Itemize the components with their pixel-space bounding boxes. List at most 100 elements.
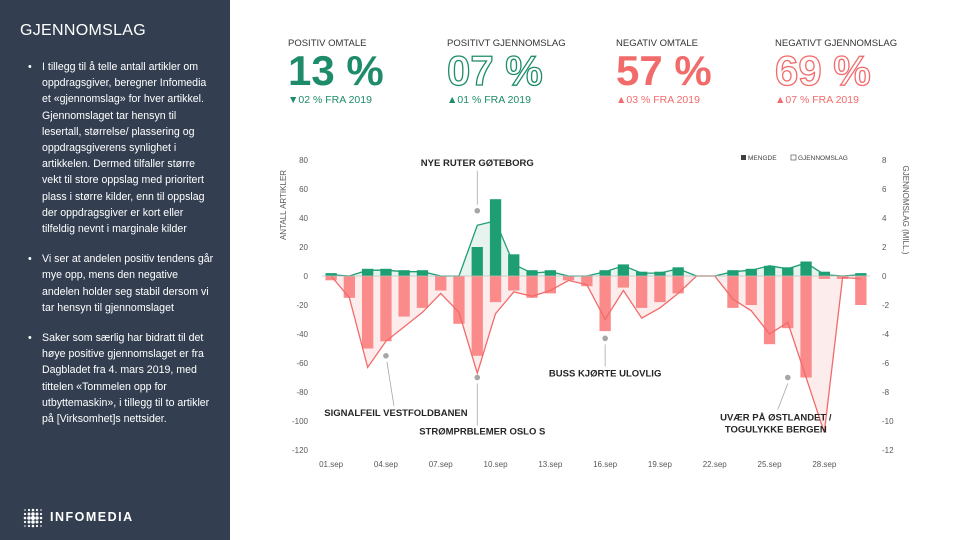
annotation-label: UVÆR PÅ ØSTLANDET / [720,413,832,424]
kpi-change: ▲07 % FRA 2019 [775,94,897,106]
x-tick-label: 25.sep [758,460,783,469]
callout-line [777,383,789,410]
callout-dot [785,374,791,381]
y-tick-label: -100 [292,417,309,426]
bar-negative [453,276,465,324]
bar-negative [617,276,629,288]
x-tick-label: 22.sep [703,460,728,469]
x-tick-label: 07.sep [429,460,454,469]
y2-axis-title: GJENNOMSLAG (MILL.) [901,166,910,255]
bar-positive [599,270,611,276]
bar-positive [362,268,374,277]
legend-swatch-gjennomslag [790,154,797,161]
arrow-down-icon: ▼ [288,94,299,106]
legend-swatch-mengde [741,155,746,160]
bar-positive [800,261,812,276]
annotation-label: SIGNALFEIL VESTFOLDBANEN [324,408,468,419]
x-tick-label: 19.sep [648,460,673,469]
kpi-change-text: 02 % FRA 2019 [298,94,372,106]
bar-positive [544,270,556,276]
bullet-item: Saker som særlig har bidratt til det høy… [28,330,214,427]
y2-tick-label: -10 [882,417,894,426]
kpi-change-text: 01 % FRA 2019 [457,94,531,106]
kpi-change: ▼02 % FRA 2019 [288,94,384,106]
bar-positive [471,247,483,276]
bar-negative [562,276,575,281]
tendency-chart: 806040200-20-40-60-80-100-12086420-2-4-6… [279,154,910,469]
y2-tick-label: 8 [882,156,887,165]
arrow-up-icon: ▲ [775,94,786,106]
bar-negative [325,276,337,281]
bar-negative [343,276,355,298]
kpi-label: POSITIV OMTALE [288,38,367,49]
bar-negative [508,276,520,291]
kpi-change-text: 07 % FRA 2019 [785,94,859,106]
bar-positive [763,265,776,276]
logo-dots-icon [23,508,43,528]
bar-positive [508,254,520,277]
impact-line-negative [330,275,861,433]
x-tick-label: 16.sep [593,460,618,469]
bullet-item: I tillegg til å telle antall artikler om… [28,59,214,237]
y-tick-label: -120 [292,446,309,455]
bar-negative [636,276,648,308]
annotation-label: NYE RUTER GØTEBORG [421,158,534,169]
x-tick-label: 01.sep [319,460,344,469]
callout-dot [383,352,389,359]
y-tick-label: -40 [296,330,308,339]
y-tick-label: -80 [296,388,308,397]
kpi-change-text: 03 % FRA 2019 [626,94,700,106]
arrow-up-icon: ▲ [447,94,458,106]
bar-negative [489,276,502,303]
kpi-change: ▲03 % FRA 2019 [616,94,712,106]
y2-tick-label: -12 [882,446,894,455]
impact-line-positive [331,220,861,277]
kpi-value: 07 % [446,47,543,94]
y2-tick-label: 4 [882,214,887,223]
kpi-value: 69 % [774,47,871,94]
y2-tick-label: 0 [882,272,887,281]
callout-dot [602,335,608,342]
sidebar-title: GJENNOMSLAG [20,22,146,39]
bar-negative [800,276,812,378]
bullet-list: I tillegg til å telle antall artikler om… [28,59,214,441]
bar-positive [416,270,429,276]
bar-negative [471,276,483,356]
annotation-label: STRØMPRBLEMER OSLO S [419,427,545,438]
kpi-positiv-omtale: POSITIV OMTALE 13 % ▼02 % FRA 2019 [288,38,384,106]
bar-positive [617,264,629,276]
kpi-label: NEGATIVT GJENNOMSLAG [775,38,898,49]
callout-dot [474,207,481,214]
bar-negative [416,276,429,308]
x-tick-label: 13.sep [538,460,563,469]
bar-negative [672,276,684,294]
y-tick-label: -60 [296,359,308,368]
x-tick-label: 28.sep [812,460,837,469]
callout-line [386,361,395,406]
bar-negative [398,276,410,317]
legend-label-gjennomslag: GJENNOMSLAG [798,155,848,162]
bar-negative [654,276,666,303]
y-axis-title: ANTALL ARTIKLER [279,170,288,240]
kpi-negativ-omtale: NEGATIV OMTALE 57 % ▲03 % FRA 2019 [616,38,712,106]
bar-negative [782,276,794,329]
sidebar: GJENNOMSLAG I tillegg til å telle antall… [0,0,230,540]
bar-negative [380,276,392,342]
bar-positive [818,271,830,276]
y2-tick-label: -4 [882,330,890,339]
kpi-value: 13 % [288,47,384,94]
y-tick-label: 60 [299,185,308,194]
bullet-item: Vi ser at andelen positiv tendens går my… [28,251,214,316]
bar-negative [435,276,447,291]
x-tick-label: 10.sep [484,460,509,469]
logo-text: INFOMEDIA [50,510,134,524]
bar-negative [362,276,374,349]
kpi-positivt-gjennomslag: POSITIVT GJENNOMSLAG 07 % ▲01 % FRA 2019 [446,38,566,106]
x-tick-label: 04.sep [374,460,399,469]
kpi-label: POSITIVT GJENNOMSLAG [447,38,566,49]
y-tick-label: 20 [299,243,308,252]
bar-negative [855,276,867,305]
bar-positive [489,199,502,276]
bar-positive [672,267,684,276]
bar-negative [745,276,757,305]
